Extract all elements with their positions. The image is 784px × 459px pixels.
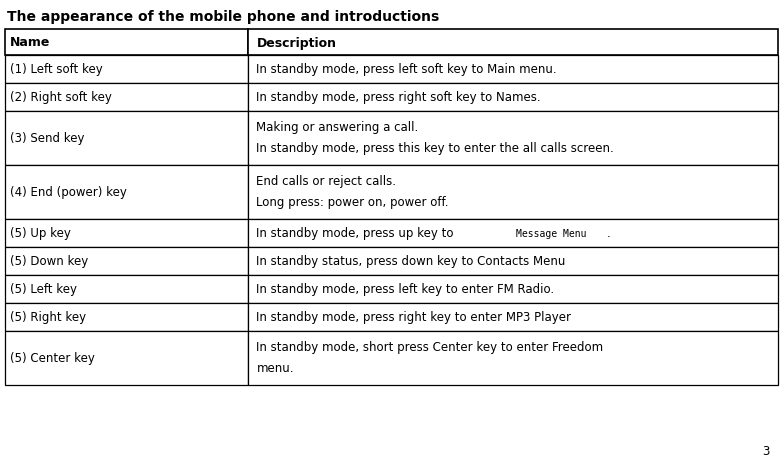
Text: (1) Left soft key: (1) Left soft key [10,63,103,76]
Text: .: . [607,227,611,240]
Text: The appearance of the mobile phone and introductions: The appearance of the mobile phone and i… [7,10,439,24]
Bar [5,56,249,84]
Text: Description: Description [256,36,336,50]
Text: menu.: menu. [256,361,294,375]
Text: In standby mode, press right key to enter MP3 Player: In standby mode, press right key to ente… [256,311,572,324]
Bar [5,303,249,331]
Text: (4) End (power) key: (4) End (power) key [10,186,127,199]
Bar [5,219,249,247]
Text: Making or answering a call.: Making or answering a call. [256,120,419,133]
Bar [5,331,249,385]
Text: (2) Right soft key: (2) Right soft key [10,91,112,104]
Text: (5) Left key: (5) Left key [10,283,77,296]
Bar [249,30,778,56]
Text: Message Menu: Message Menu [516,229,586,239]
Text: In standby mode, short press Center key to enter Freedom: In standby mode, short press Center key … [256,340,604,353]
Bar [5,84,249,112]
Text: (5) Up key: (5) Up key [10,227,71,240]
Bar [5,166,249,219]
Bar [249,275,778,303]
Text: (5) Center key: (5) Center key [10,352,95,365]
Bar [249,112,778,166]
Bar [5,247,249,275]
Text: 3: 3 [763,444,770,457]
Bar [249,331,778,385]
Text: (5) Right key: (5) Right key [10,311,86,324]
Text: In standby mode, press right soft key to Names.: In standby mode, press right soft key to… [256,91,541,104]
Text: Long press: power on, power off.: Long press: power on, power off. [256,196,449,209]
Bar [249,84,778,112]
Text: Name: Name [10,36,50,50]
Bar [5,275,249,303]
Text: In standby mode, press up key to: In standby mode, press up key to [256,227,458,240]
Text: Message Menu: Message Menu [516,229,586,239]
Text: End calls or reject calls.: End calls or reject calls. [256,174,397,187]
Bar [249,56,778,84]
Bar [249,247,778,275]
Text: In standby mode, press left soft key to Main menu.: In standby mode, press left soft key to … [256,63,557,76]
Text: (3) Send key: (3) Send key [10,132,85,145]
Bar [249,166,778,219]
Bar [5,112,249,166]
Text: In standby mode, press this key to enter the all calls screen.: In standby mode, press this key to enter… [256,142,614,155]
Text: In standby status, press down key to Contacts Menu: In standby status, press down key to Con… [256,255,566,268]
Bar [249,303,778,331]
Bar [249,219,778,247]
Bar [5,30,249,56]
Text: (5) Down key: (5) Down key [10,255,89,268]
Text: In standby mode, press left key to enter FM Radio.: In standby mode, press left key to enter… [256,283,554,296]
